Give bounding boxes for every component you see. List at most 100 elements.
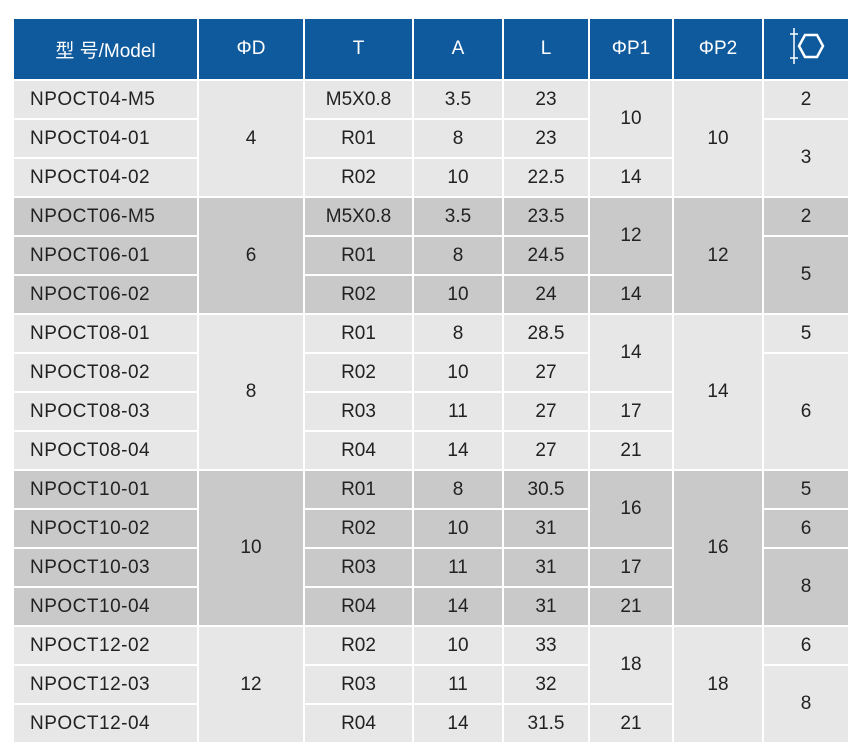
t-cell: M5X0.8	[303, 196, 414, 237]
l-cell: 24	[502, 274, 590, 315]
t-cell: M5X0.8	[303, 79, 414, 120]
table-row: NPOCT12-04 R04 14 31.5 21	[12, 703, 849, 744]
header-cell: ΦD	[197, 17, 305, 81]
l-cell: 31	[502, 508, 590, 549]
l-cell: 27	[502, 391, 590, 432]
header-cell: 型 号/Model	[12, 17, 199, 81]
model-cell: NPOCT06-02	[12, 274, 199, 315]
d-cell: 4	[197, 79, 305, 198]
model-cell: NPOCT08-01	[12, 313, 199, 354]
l-cell: 31.5	[502, 703, 590, 744]
a-cell: 10	[412, 352, 504, 393]
model-cell: NPOCT10-04	[12, 586, 199, 627]
d-cell: 6	[197, 196, 305, 315]
table-row: NPOCT04-02 R02 10 22.5 14	[12, 157, 849, 198]
a-cell: 10	[412, 157, 504, 198]
table-row: NPOCT08-01 8 R01 8 28.5 14 14 5	[12, 313, 850, 471]
l-cell: 23	[502, 118, 590, 159]
l-cell: 27	[502, 430, 590, 471]
a-cell: 3.5	[412, 79, 504, 120]
t-cell: R02	[303, 352, 414, 393]
table-row: NPOCT10-03 R03 11 31 17 8	[12, 547, 850, 627]
p2-cell: 16	[672, 469, 764, 627]
header-cell: A	[412, 17, 504, 81]
model-cell: NPOCT08-04	[12, 430, 199, 471]
a-cell: 8	[412, 469, 504, 510]
hex-cell: 2	[762, 196, 850, 237]
d-cell: 12	[197, 625, 305, 744]
p1-cell: 12	[588, 196, 674, 276]
hex-cell: 8	[762, 547, 850, 627]
model-cell: NPOCT10-03	[12, 547, 199, 588]
l-cell: 24.5	[502, 235, 590, 276]
table-row: NPOCT04-M5 4 M5X0.8 3.5 23 10 10 2	[12, 79, 850, 198]
hex-icon	[790, 28, 825, 64]
l-cell: 28.5	[502, 313, 590, 354]
t-cell: R03	[303, 547, 414, 588]
table-row: NPOCT10-02 R02 10 31 6	[12, 508, 850, 549]
table-row: NPOCT12-02 12 R02 10 33 18 18 6	[12, 625, 850, 744]
t-cell: R01	[303, 469, 414, 510]
t-cell: R02	[303, 274, 414, 315]
a-cell: 14	[412, 586, 504, 627]
header-cell: ΦP2	[672, 17, 764, 81]
a-cell: 10	[412, 625, 504, 666]
p1-cell: 17	[588, 547, 674, 588]
a-cell: 14	[412, 430, 504, 471]
hex-cell: 6	[762, 508, 850, 549]
l-cell: 23	[502, 79, 590, 120]
table-row: NPOCT06-M5 6 M5X0.8 3.5 23.5 12 12 2	[12, 196, 850, 315]
model-cell: NPOCT08-02	[12, 352, 199, 393]
table-body: NPOCT04-M5 4 M5X0.8 3.5 23 10 10 2 NPOCT04-01 R01…	[12, 79, 850, 744]
p1-cell: 14	[588, 274, 674, 315]
l-cell: 32	[502, 664, 590, 705]
model-cell: NPOCT06-01	[12, 235, 199, 276]
p1-cell: 14	[588, 313, 674, 393]
spec-table: 型 号/Model ΦD T A L ΦP1 ΦP2 NPOCT04-M5 4 M5X0.8 3.…	[12, 17, 850, 744]
t-cell: R02	[303, 508, 414, 549]
p1-cell: 21	[588, 430, 674, 471]
a-cell: 11	[412, 547, 504, 588]
t-cell: R04	[303, 703, 414, 744]
hex-cell: 6	[762, 352, 850, 471]
t-cell: R04	[303, 430, 414, 471]
p1-cell: 16	[588, 469, 674, 549]
l-cell: 33	[502, 625, 590, 666]
header-cell: T	[303, 17, 414, 81]
a-cell: 8	[412, 118, 504, 159]
header-cell: L	[502, 17, 590, 81]
a-cell: 3.5	[412, 196, 504, 237]
t-cell: R04	[303, 586, 414, 627]
d-cell: 10	[197, 469, 305, 627]
a-cell: 14	[412, 703, 504, 744]
d-cell: 8	[197, 313, 305, 471]
a-cell: 8	[412, 313, 504, 354]
a-cell: 8	[412, 235, 504, 276]
model-cell: NPOCT04-02	[12, 157, 199, 198]
header-cell: ΦP1	[588, 17, 674, 81]
p1-cell: 14	[588, 157, 674, 198]
model-cell: NPOCT08-03	[12, 391, 199, 432]
p1-cell: 21	[588, 586, 674, 627]
model-cell: NPOCT04-M5	[12, 79, 199, 120]
hex-cell: 5	[762, 235, 850, 315]
t-cell: R01	[303, 118, 414, 159]
header-row: 型 号/Model ΦD T A L ΦP1 ΦP2	[12, 17, 850, 81]
model-cell: NPOCT12-02	[12, 625, 199, 666]
t-cell: R02	[303, 157, 414, 198]
model-cell: NPOCT04-01	[12, 118, 199, 159]
table-row: NPOCT12-03 R03 11 32 8	[12, 664, 850, 744]
model-cell: NPOCT10-02	[12, 508, 199, 549]
header-icon-cell	[762, 17, 850, 81]
table-row: NPOCT10-01 10 R01 8 30.5 16 16 5	[12, 469, 850, 627]
model-cell: NPOCT06-M5	[12, 196, 199, 237]
p2-cell: 12	[672, 196, 764, 315]
l-cell: 30.5	[502, 469, 590, 510]
p1-cell: 17	[588, 391, 674, 432]
a-cell: 10	[412, 508, 504, 549]
t-cell: R03	[303, 664, 414, 705]
l-cell: 23.5	[502, 196, 590, 237]
table-row: NPOCT06-02 R02 10 24 14	[12, 274, 849, 315]
hex-cell: 3	[762, 118, 850, 198]
